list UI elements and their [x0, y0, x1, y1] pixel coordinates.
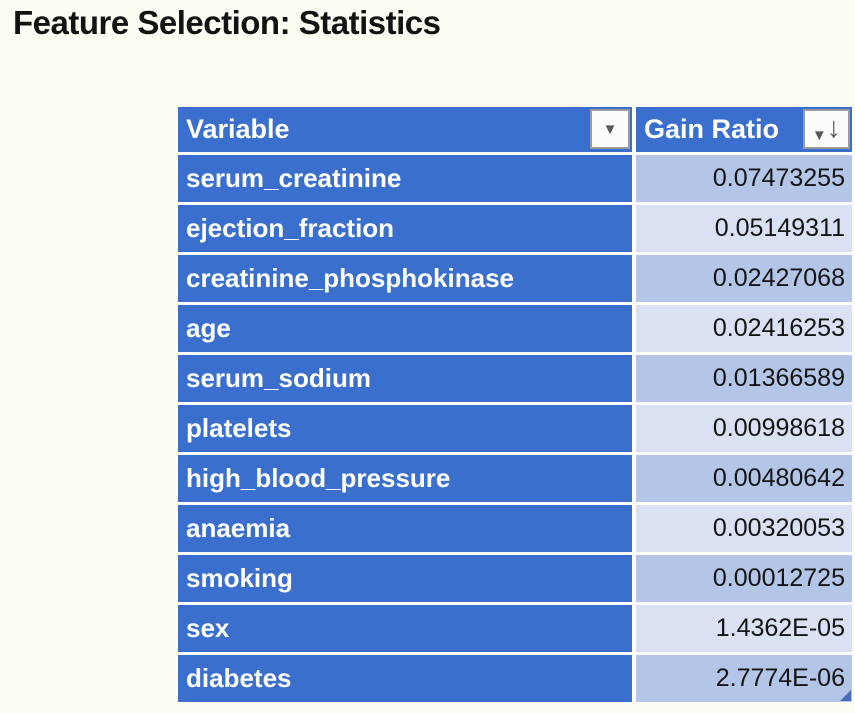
gain-ratio-cell[interactable]: 2.7774E-06 — [636, 655, 852, 702]
column-header-variable[interactable]: Variable ▼ — [178, 107, 632, 152]
variable-cell[interactable]: ejection_fraction — [178, 205, 632, 252]
variable-cell[interactable]: anaemia — [178, 505, 632, 552]
filter-dropdown-icon: ▼ — [811, 126, 827, 144]
variable-cell[interactable]: high_blood_pressure — [178, 455, 632, 502]
gain-ratio-cell[interactable]: 0.01366589 — [636, 355, 852, 402]
page-title: Feature Selection: Statistics — [13, 4, 441, 41]
variable-cell[interactable]: diabetes — [178, 655, 632, 702]
column-header-gain-ratio[interactable]: Gain Ratio ▼ ↓ — [636, 107, 852, 152]
gain-ratio-cell[interactable]: 0.00998618 — [636, 405, 852, 452]
variable-cell[interactable]: serum_creatinine — [178, 155, 632, 202]
variable-cell[interactable]: creatinine_phosphokinase — [178, 255, 632, 302]
sort-descending-arrow-icon: ↓ — [826, 111, 842, 144]
column-header-variable-label: Variable — [186, 114, 290, 144]
variable-cell[interactable]: sex — [178, 605, 632, 652]
gain-ratio-cell[interactable]: 0.00480642 — [636, 455, 852, 502]
gain-ratio-cell[interactable]: 1.4362E-05 — [636, 605, 852, 652]
variable-cell[interactable]: smoking — [178, 555, 632, 602]
feature-table: Variable ▼ Gain Ratio ▼ ↓ serum_creatini… — [178, 107, 852, 702]
gain-ratio-cell[interactable]: 0.02427068 — [636, 255, 852, 302]
gain-ratio-cell[interactable]: 0.05149311 — [636, 205, 852, 252]
table-resize-handle[interactable] — [840, 690, 851, 701]
variable-cell[interactable]: platelets — [178, 405, 632, 452]
gain-ratio-cell[interactable]: 0.02416253 — [636, 305, 852, 352]
column-header-gain-ratio-label: Gain Ratio — [644, 114, 780, 144]
gain-ratio-cell[interactable]: 0.07473255 — [636, 155, 852, 202]
gain-ratio-cell[interactable]: 0.00320053 — [636, 505, 852, 552]
variable-cell[interactable]: age — [178, 305, 632, 352]
gain-ratio-sort-filter-button[interactable]: ▼ ↓ — [803, 109, 850, 149]
variable-filter-button[interactable]: ▼ — [590, 109, 630, 149]
variable-cell[interactable]: serum_sodium — [178, 355, 632, 402]
gain-ratio-cell[interactable]: 0.00012725 — [636, 555, 852, 602]
filter-dropdown-icon: ▼ — [602, 120, 618, 138]
